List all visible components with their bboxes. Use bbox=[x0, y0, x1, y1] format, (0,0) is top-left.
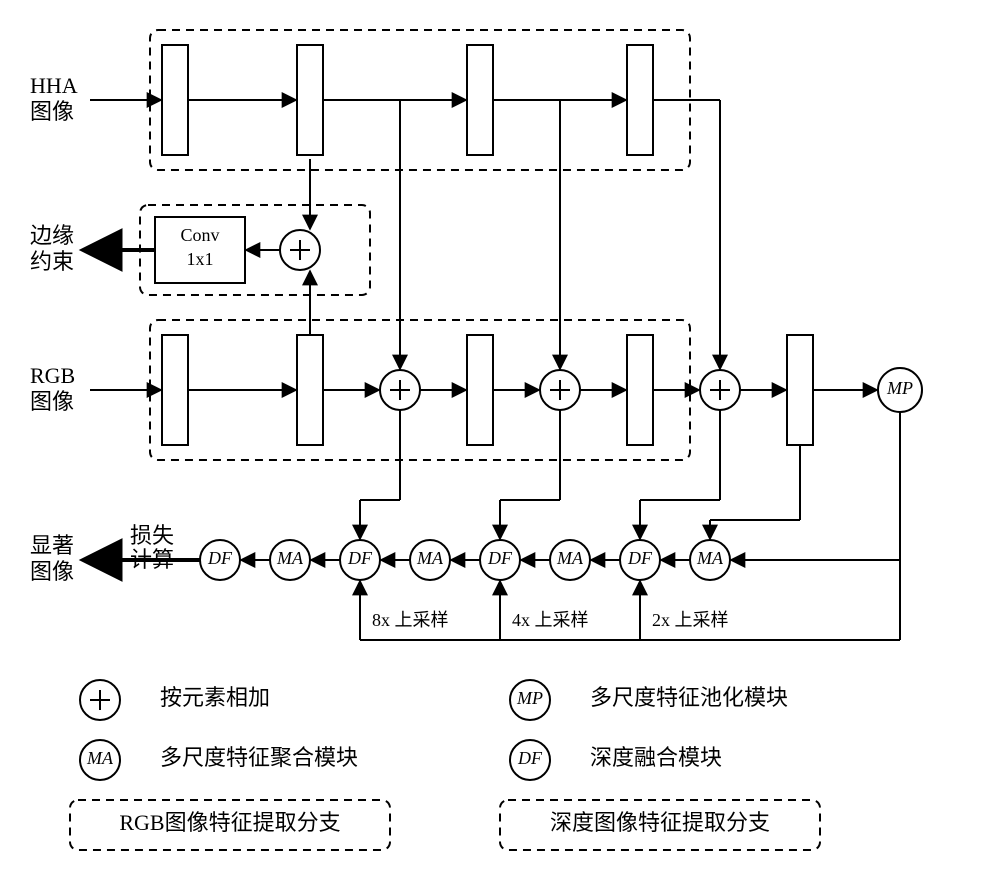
hha-block-4 bbox=[627, 45, 653, 155]
ma-label: MA bbox=[276, 548, 304, 568]
edge-label-2: 约束 bbox=[30, 249, 74, 274]
hha-block-2 bbox=[297, 45, 323, 155]
legend-mp-sym: MP bbox=[516, 688, 543, 708]
legend-plus-text: 按元素相加 bbox=[160, 685, 270, 710]
df-label: DF bbox=[627, 548, 653, 568]
df-label: DF bbox=[347, 548, 373, 568]
legend-ma-text: 多尺度特征聚合模块 bbox=[160, 745, 358, 770]
legend-ma-sym: MA bbox=[86, 748, 114, 768]
conv-label-2: 1x1 bbox=[187, 249, 214, 269]
rgb-block-2 bbox=[297, 335, 323, 445]
rgb-label-2: 图像 bbox=[30, 389, 74, 414]
legend-depth-text: 深度图像特征提取分支 bbox=[550, 810, 770, 835]
df-label: DF bbox=[487, 548, 513, 568]
ma-label: MA bbox=[416, 548, 444, 568]
sal-label-1: 显著 bbox=[30, 533, 74, 558]
up2-label: 2x 上采样 bbox=[652, 610, 729, 630]
rgb-block-3 bbox=[467, 335, 493, 445]
legend-mp-text: 多尺度特征池化模块 bbox=[590, 685, 788, 710]
edge-label-1: 边缘 bbox=[30, 223, 74, 248]
hha-label-1: HHA bbox=[30, 73, 78, 98]
rgb-block-1 bbox=[162, 335, 188, 445]
loss-label-1: 损失 bbox=[130, 523, 174, 548]
ma-label: MA bbox=[556, 548, 584, 568]
hha-block-1 bbox=[162, 45, 188, 155]
up8-label: 8x 上采样 bbox=[372, 610, 449, 630]
hha-label-2: 图像 bbox=[30, 99, 74, 124]
mp-label: MP bbox=[886, 378, 913, 398]
conv-label-1: Conv bbox=[180, 225, 219, 245]
legend-rgb-text: RGB图像特征提取分支 bbox=[119, 810, 340, 835]
rgb-block-5 bbox=[787, 335, 813, 445]
rgb-block-4 bbox=[627, 335, 653, 445]
rgb-label-1: RGB bbox=[30, 363, 75, 388]
hha-block-3 bbox=[467, 45, 493, 155]
ma-label: MA bbox=[696, 548, 724, 568]
legend-df-sym: DF bbox=[517, 748, 543, 768]
legend-df-text: 深度融合模块 bbox=[590, 745, 722, 770]
df-label: DF bbox=[207, 548, 233, 568]
sal-label-2: 图像 bbox=[30, 559, 74, 584]
up4-label: 4x 上采样 bbox=[512, 610, 589, 630]
diagram-root: Conv1x1MPDFMADFMADFMADFMAHHA图像RGB图像边缘约束显… bbox=[0, 0, 1000, 870]
